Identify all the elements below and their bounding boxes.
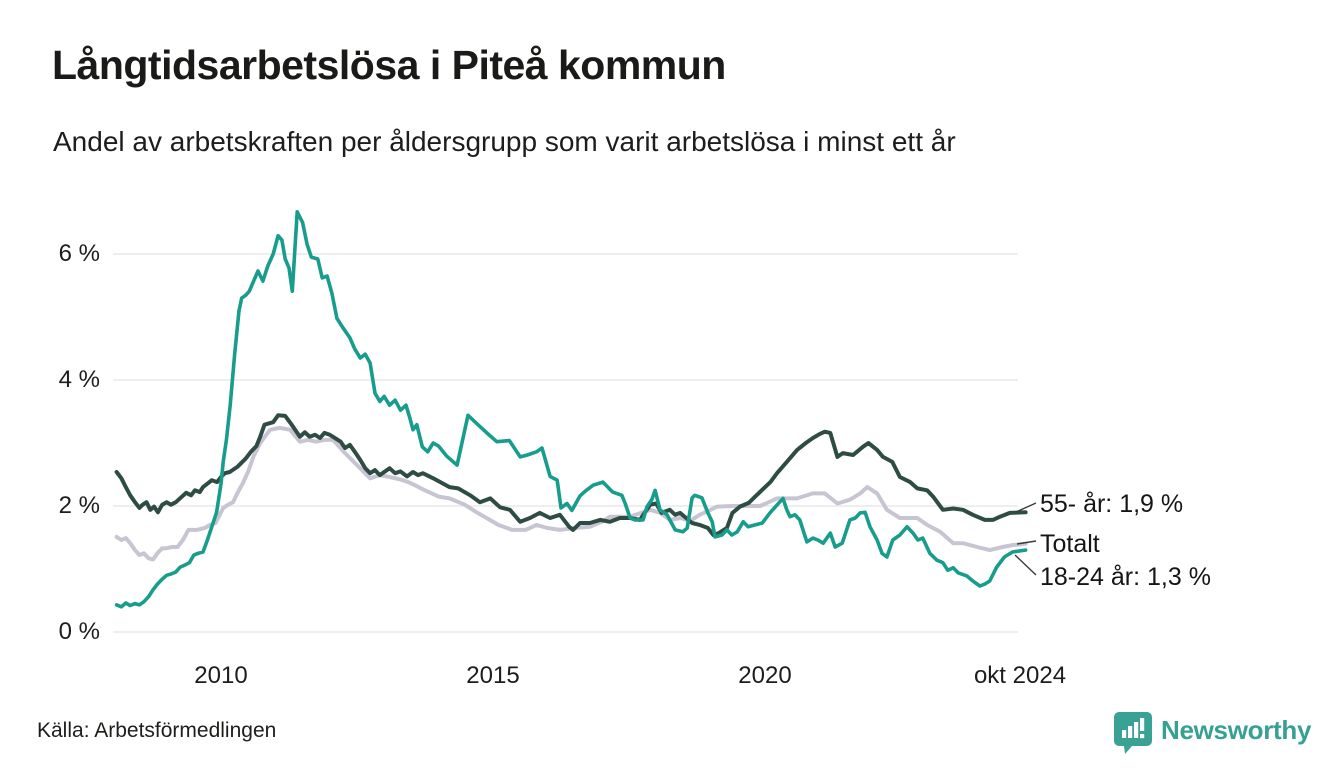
x-axis-tick-2015: 2015 [466,662,520,689]
series-line-55- år [114,413,1028,537]
page-title: Långtidsarbetslösa i Piteå kommun [52,42,726,88]
series-end-label-55: 55- år: 1,9 % [1040,490,1184,518]
series-lines [114,210,1028,609]
brand-logo: Newsworthy [1114,706,1311,754]
series-line-Totalt [114,425,1028,562]
gridlines [113,253,1018,633]
speech-bubble-shape [1114,712,1152,754]
leader-line-totalt [1016,540,1037,545]
leader-line-55 [1015,502,1037,513]
y-axis-tick-2: 2 % [58,492,100,519]
brand-name: Newsworthy [1161,714,1312,745]
end-label-leader-lines [1014,502,1037,576]
y-axis-tick-0: 0 % [58,618,100,645]
mini-bar-chart-glyph [1122,718,1145,739]
y-axis-tick-4: 4 % [58,366,100,393]
page-subtitle: Andel av arbetskraften per åldersgrupp s… [53,126,956,157]
leader-line-18-24 [1014,554,1037,576]
y-axis-tick-6: 6 % [58,240,100,267]
x-axis-tick-okt-2024: okt 2024 [973,662,1067,689]
x-axis-tick-2010: 2010 [194,662,248,689]
series-end-label-18-24: 18-24 år: 1,3 % [1040,563,1211,591]
series-line-18-24 år [114,210,1028,609]
newsworthy-icon [1114,712,1152,754]
x-axis-tick-2020: 2020 [738,662,792,689]
source-note: Källa: Arbetsförmedlingen [37,719,277,742]
series-end-label-totalt: Totalt [1040,530,1100,558]
